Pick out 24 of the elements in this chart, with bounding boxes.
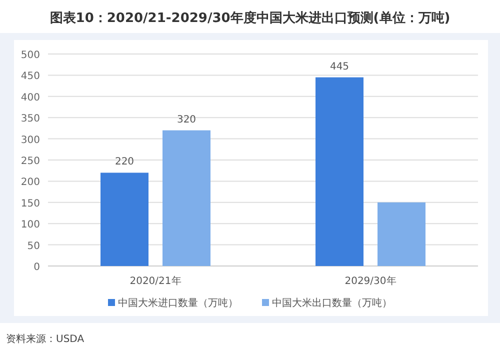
- y-tick-label: 500: [20, 50, 40, 61]
- y-tick-label: 200: [20, 177, 40, 188]
- y-tick-label: 100: [20, 220, 40, 231]
- y-tick-label: 400: [20, 92, 40, 104]
- legend-label: 中国大米出口数量（万吨）: [272, 297, 392, 309]
- legend-label: 中国大米进口数量（万吨）: [118, 297, 238, 309]
- text: 资料来源：USDA: [6, 333, 84, 345]
- bar: [162, 130, 210, 266]
- y-tick-label: 350: [20, 114, 40, 125]
- x-tick-label: 2029/30年: [344, 275, 396, 287]
- y-tick-label: 300: [20, 134, 40, 146]
- y-tick-label: 50: [27, 240, 40, 252]
- y-tick-label: 450: [20, 71, 40, 82]
- bar: [378, 202, 426, 266]
- data-label: 220: [114, 156, 134, 168]
- chart-title: 图表10：2020/21-2029/30年度中国大米进出口预测(单位：万吨): [50, 10, 450, 26]
- data-label: 445: [330, 61, 350, 72]
- x-tick-label: 2020/21年: [130, 275, 182, 287]
- bar: [100, 172, 148, 266]
- data-label: 320: [176, 114, 196, 126]
- y-tick-label: 0: [34, 262, 40, 273]
- y-tick-label: 250: [20, 156, 40, 167]
- y-tick-label: 150: [20, 198, 40, 210]
- bar: [316, 77, 364, 266]
